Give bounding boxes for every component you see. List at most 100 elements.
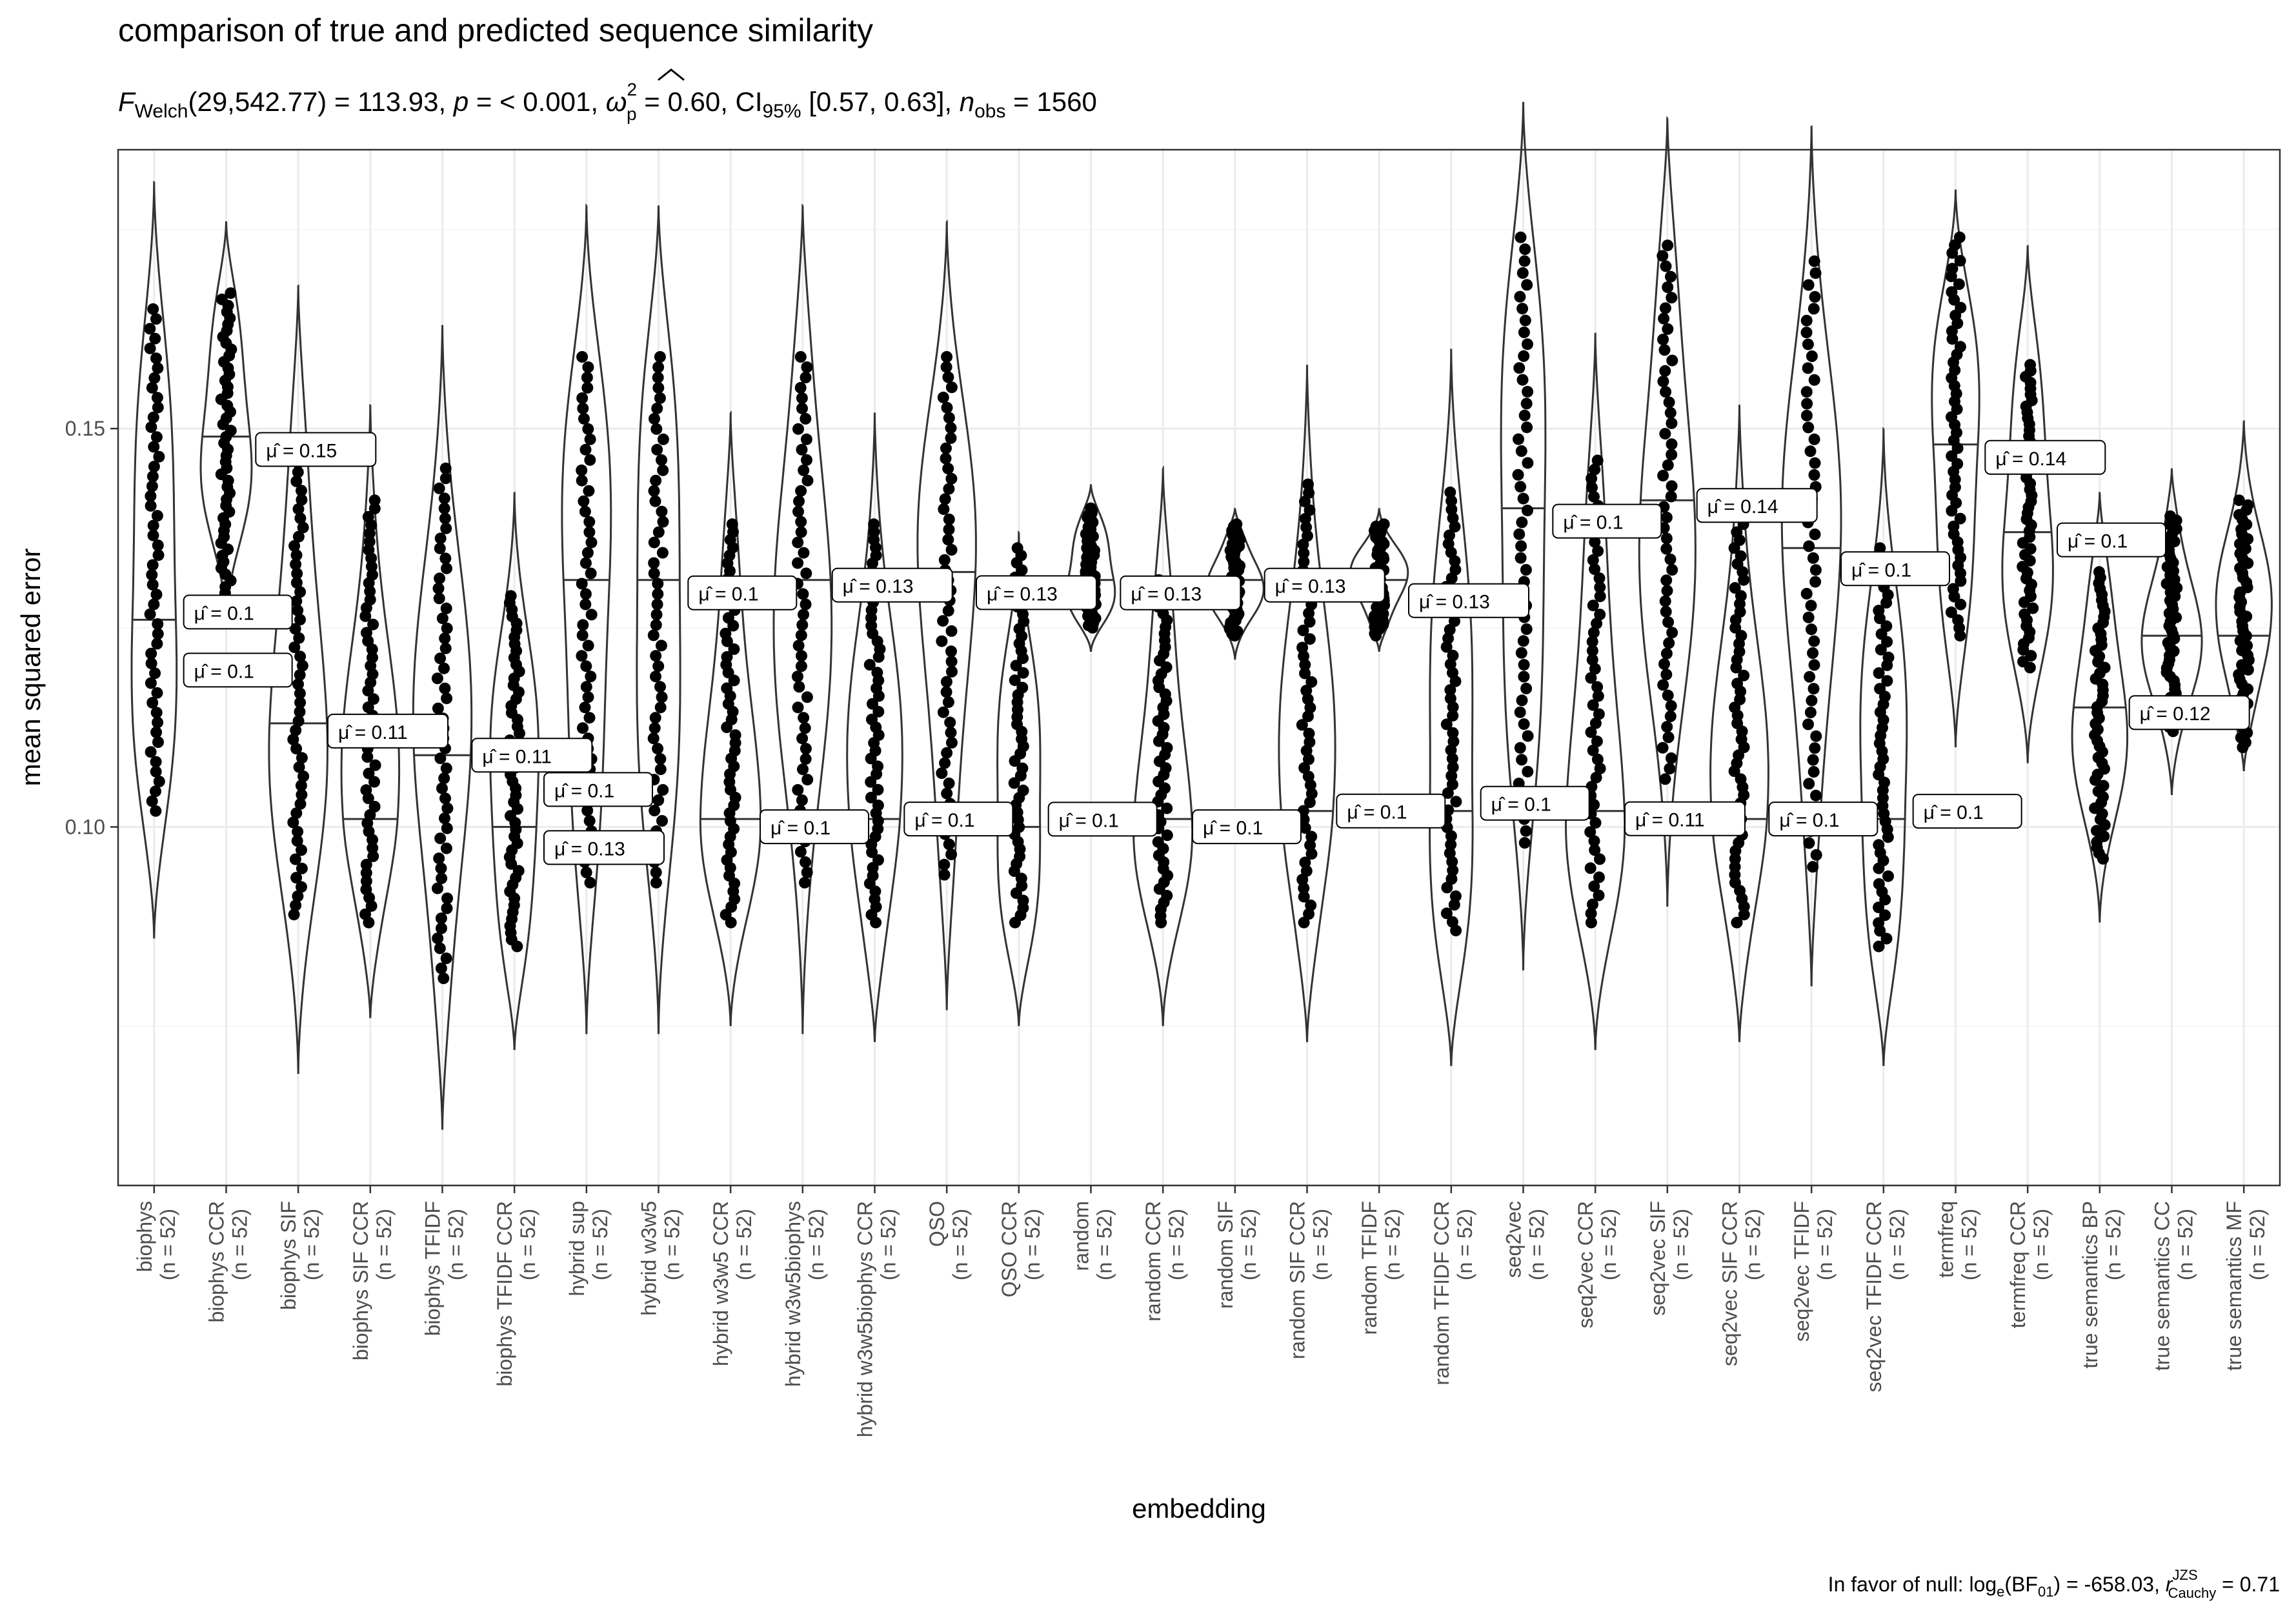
x-tick-n: (n = 52) [1381,1209,1404,1280]
data-point [2019,608,2031,620]
x-tick-label: random CCR (n = 52) [1142,1201,1188,1322]
x-tick-name: random SIF [1214,1201,1237,1309]
x-tick-name: random [1070,1201,1093,1271]
data-point [151,638,163,650]
data-point [1450,796,1462,808]
data-point [294,650,307,663]
data-point [656,691,668,703]
y-axis: 0.10 0.15 [65,417,118,838]
data-point [360,883,372,896]
data-point [438,772,450,785]
data-point [1017,894,1029,907]
mean-label-text: μ̂ = 0.1 [1491,794,1551,816]
data-point [1516,516,1528,529]
data-point [296,844,307,856]
x-tick-n: (n = 52) [2102,1209,2125,1280]
data-point [1587,744,1599,756]
data-point [294,798,307,810]
data-point [578,412,590,425]
data-point [440,602,452,614]
data-point [147,519,159,532]
data-point [1881,675,1893,687]
data-point [654,701,667,714]
mean-label-text: μ̂ = 0.13 [1419,592,1490,613]
mean-label: μ̂ = 0.1 [1840,551,1950,587]
mean-label-text: μ̂ = 0.1 [914,810,974,831]
data-point [1657,250,1669,262]
data-point [433,852,445,865]
data-point [1659,595,1671,607]
data-point [798,712,810,724]
data-point [1299,659,1311,671]
x-tick-n: (n = 52) [1886,1209,1909,1280]
data-point [1807,552,1819,564]
data-point [656,815,668,827]
data-point [439,552,452,565]
data-point [946,736,958,749]
data-point [433,482,445,494]
data-point [801,454,812,466]
data-point [1304,633,1316,645]
data-point [585,536,598,549]
data-point [1587,600,1599,612]
data-point [1515,647,1527,659]
violin-outline [996,530,1042,1027]
data-point [1444,623,1456,636]
violin-group [1931,189,1980,748]
data-point [1444,847,1456,860]
data-point [360,784,372,796]
data-point [1662,239,1674,252]
data-point [1298,650,1310,662]
data-point [1882,870,1894,882]
data-point [650,474,662,487]
data-point [225,287,237,299]
x-tick-name: biophys TFIDF [421,1201,445,1336]
x-tick-label: true semantics MF (n = 52) [2222,1201,2269,1371]
data-point [1515,481,1527,493]
x-tick-n: (n = 52) [445,1209,468,1280]
data-point [940,686,952,698]
data-point [1661,721,1673,733]
x-tick-n: (n = 52) [2174,1209,2197,1280]
data-point [1662,459,1674,471]
data-point [577,722,589,734]
data-point [796,619,809,631]
data-point [1518,327,1530,338]
data-point [1808,433,1820,445]
x-tick-name: seq2vec SIF CCR [1718,1201,1742,1366]
data-point [1442,787,1454,799]
violin-outline [1931,189,1980,748]
data-point [943,412,955,424]
data-point [650,619,662,631]
mean-label: μ̂ = 0.12 [2128,695,2250,731]
data-point [291,835,303,847]
data-point [360,875,372,887]
data-point [1807,754,1819,766]
data-point [1444,529,1455,541]
mean-label-text: μ̂ = 0.15 [266,440,337,461]
data-point [436,872,448,885]
violin-outline [1780,125,1842,987]
data-point [1662,281,1674,293]
data-point [1808,303,1820,315]
data-point [1880,620,1893,632]
data-point [150,756,162,768]
x-tick-n: (n = 52) [156,1209,179,1280]
data-point [791,670,803,683]
x-tick-label: hybrid w3w5biophys (n = 52) [781,1201,828,1387]
data-point [792,640,805,652]
data-point [579,505,591,518]
violin-group [1349,507,1409,652]
data-point [937,391,949,403]
data-point [297,771,310,782]
violin-outline [2215,419,2273,772]
mean-label-text: μ̂ = 0.14 [1707,496,1778,518]
data-point [292,890,304,902]
mean-label: μ̂ = 0.13 [831,567,953,603]
y-tick-label: 0.10 [65,815,105,838]
data-point [1588,799,1600,811]
data-point [1802,338,1814,350]
data-point [1585,726,1597,738]
data-point [938,503,950,515]
data-point [1445,873,1458,885]
